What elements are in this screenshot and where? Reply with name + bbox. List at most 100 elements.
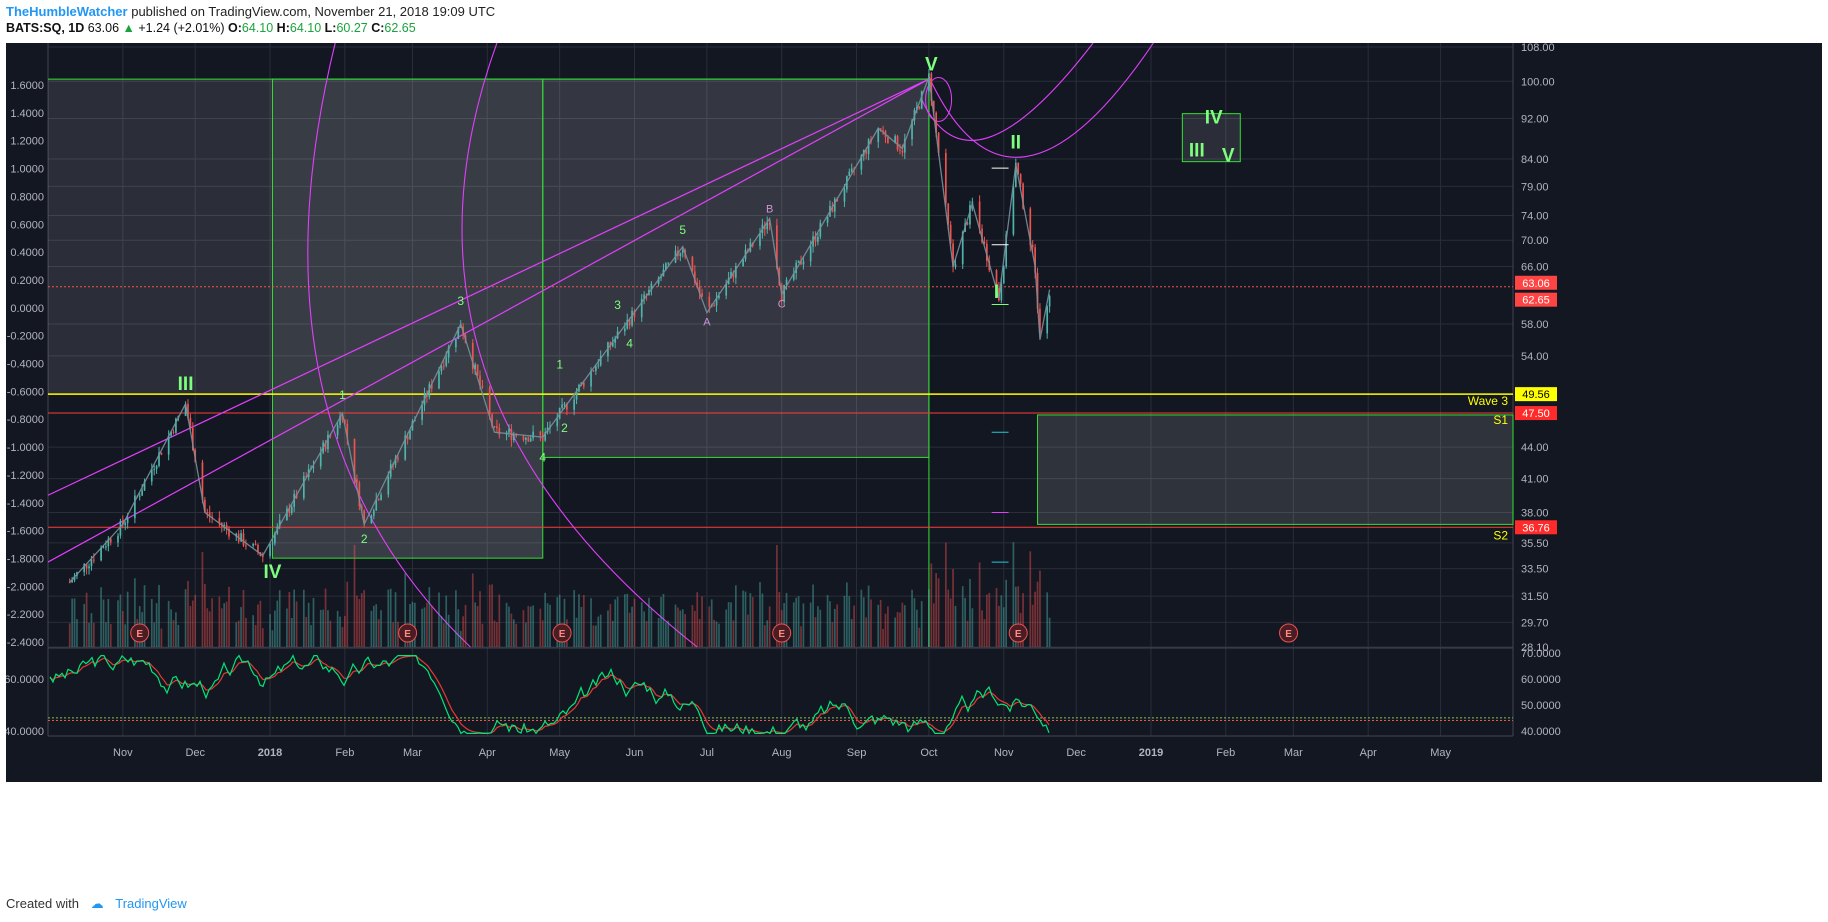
price-badge-label: 36.76 bbox=[1522, 522, 1550, 534]
volume-bar bbox=[616, 596, 619, 647]
candle-body bbox=[525, 437, 527, 440]
volume-bar bbox=[529, 606, 532, 647]
minor-wave-label: 1 bbox=[339, 388, 346, 402]
right-price-tick: 66.00 bbox=[1521, 261, 1549, 273]
candle-body bbox=[599, 356, 602, 366]
volume-bar bbox=[150, 598, 153, 647]
volume-bar bbox=[189, 606, 192, 647]
volume-bar bbox=[913, 598, 916, 647]
volume-bar bbox=[628, 612, 631, 647]
volume-bar bbox=[276, 600, 279, 647]
volume-bar bbox=[532, 605, 534, 647]
volume-bar bbox=[491, 584, 493, 647]
volume-bar bbox=[969, 579, 971, 647]
candle-body bbox=[496, 426, 498, 429]
volume-bar bbox=[430, 605, 433, 647]
open-label: O: bbox=[228, 21, 242, 35]
volume-bar bbox=[191, 600, 194, 647]
minor-wave-label: 3 bbox=[457, 294, 464, 308]
volume-bar bbox=[71, 598, 73, 647]
candle-body bbox=[573, 399, 575, 410]
candle-body bbox=[831, 205, 834, 212]
volume-bar bbox=[860, 589, 863, 647]
fib-arc-small bbox=[925, 76, 953, 122]
volume-bar bbox=[708, 606, 711, 647]
volume-bar bbox=[155, 603, 158, 647]
candle-body bbox=[510, 429, 513, 441]
candle-body bbox=[312, 466, 315, 468]
candle-body bbox=[155, 465, 158, 470]
volume-bar bbox=[899, 612, 901, 647]
minor-wave-label: C bbox=[778, 298, 786, 310]
price-chart[interactable]: Nov Dec 2018 Feb Mar Apr May Jun Jul Aug Sep Oct Nov… bbox=[6, 43, 1822, 886]
candle-body bbox=[85, 564, 88, 569]
volume-bar bbox=[459, 630, 462, 647]
volume-bar bbox=[508, 606, 510, 647]
volume-bar bbox=[134, 578, 136, 647]
candle-body bbox=[937, 132, 940, 153]
volume-bar bbox=[657, 618, 660, 647]
candle-body bbox=[73, 575, 76, 581]
candle-body bbox=[969, 205, 971, 225]
volume-bar bbox=[932, 603, 935, 647]
candle-body bbox=[947, 203, 950, 225]
candle-body bbox=[527, 437, 530, 442]
volume-bar bbox=[1039, 570, 1041, 647]
volume-bar bbox=[392, 622, 394, 647]
volume-bar bbox=[558, 594, 561, 647]
candle-body bbox=[491, 414, 493, 426]
volume-bar bbox=[1012, 542, 1015, 647]
candle-body bbox=[363, 510, 366, 524]
candle-body bbox=[896, 136, 899, 150]
volume-bar bbox=[252, 615, 254, 647]
candle-body bbox=[117, 535, 119, 543]
candle-body bbox=[698, 286, 701, 294]
candle-body bbox=[447, 347, 450, 358]
volume-bar bbox=[76, 618, 78, 647]
candle-body bbox=[88, 566, 90, 569]
candle-body bbox=[819, 222, 822, 237]
volume-bar bbox=[68, 623, 71, 647]
volume-bar bbox=[896, 612, 899, 647]
candle-body bbox=[141, 490, 143, 496]
left-log-tick: -1.4000 bbox=[7, 498, 44, 510]
low-value: 60.27 bbox=[336, 21, 368, 35]
candle-body bbox=[887, 137, 889, 143]
wave3-label: Wave 3 bbox=[1468, 394, 1509, 408]
volume-bar bbox=[761, 593, 764, 647]
volume-bar bbox=[438, 592, 440, 647]
volume-bar bbox=[599, 614, 602, 647]
author-link[interactable]: TheHumbleWatcher bbox=[6, 4, 128, 19]
volume-bar bbox=[358, 599, 361, 647]
candle-body bbox=[983, 242, 986, 244]
candle-body bbox=[471, 342, 474, 370]
candle-body bbox=[592, 370, 595, 372]
tradingview-link[interactable]: TradingView bbox=[115, 896, 187, 911]
volume-bar bbox=[556, 597, 559, 647]
candle-body bbox=[455, 338, 457, 348]
right-price-tick: 31.50 bbox=[1521, 591, 1549, 603]
candle-body bbox=[1012, 186, 1015, 235]
volume-bar bbox=[240, 607, 242, 647]
candle-body bbox=[701, 293, 703, 297]
volume-bar bbox=[310, 625, 312, 647]
volume-bar bbox=[776, 545, 778, 647]
volume-bar bbox=[944, 542, 947, 647]
volume-bar bbox=[269, 614, 271, 647]
volume-bar bbox=[290, 617, 293, 647]
candle-body bbox=[944, 152, 947, 204]
x-tick-label: Feb bbox=[1216, 747, 1235, 759]
volume-bar bbox=[590, 598, 592, 647]
left-log-tick: 0.4000 bbox=[10, 247, 44, 259]
candle-body bbox=[175, 418, 177, 433]
candle-body bbox=[1019, 174, 1022, 184]
candle-body bbox=[879, 128, 882, 131]
right-price-tick: 35.50 bbox=[1521, 538, 1549, 550]
volume-bar bbox=[312, 598, 315, 647]
volume-bar bbox=[411, 601, 414, 647]
volume-bar bbox=[800, 626, 802, 647]
earnings-marker-icon bbox=[398, 623, 418, 643]
candle-body bbox=[488, 387, 491, 415]
volume-bar bbox=[947, 589, 950, 647]
volume-bar bbox=[911, 589, 913, 647]
